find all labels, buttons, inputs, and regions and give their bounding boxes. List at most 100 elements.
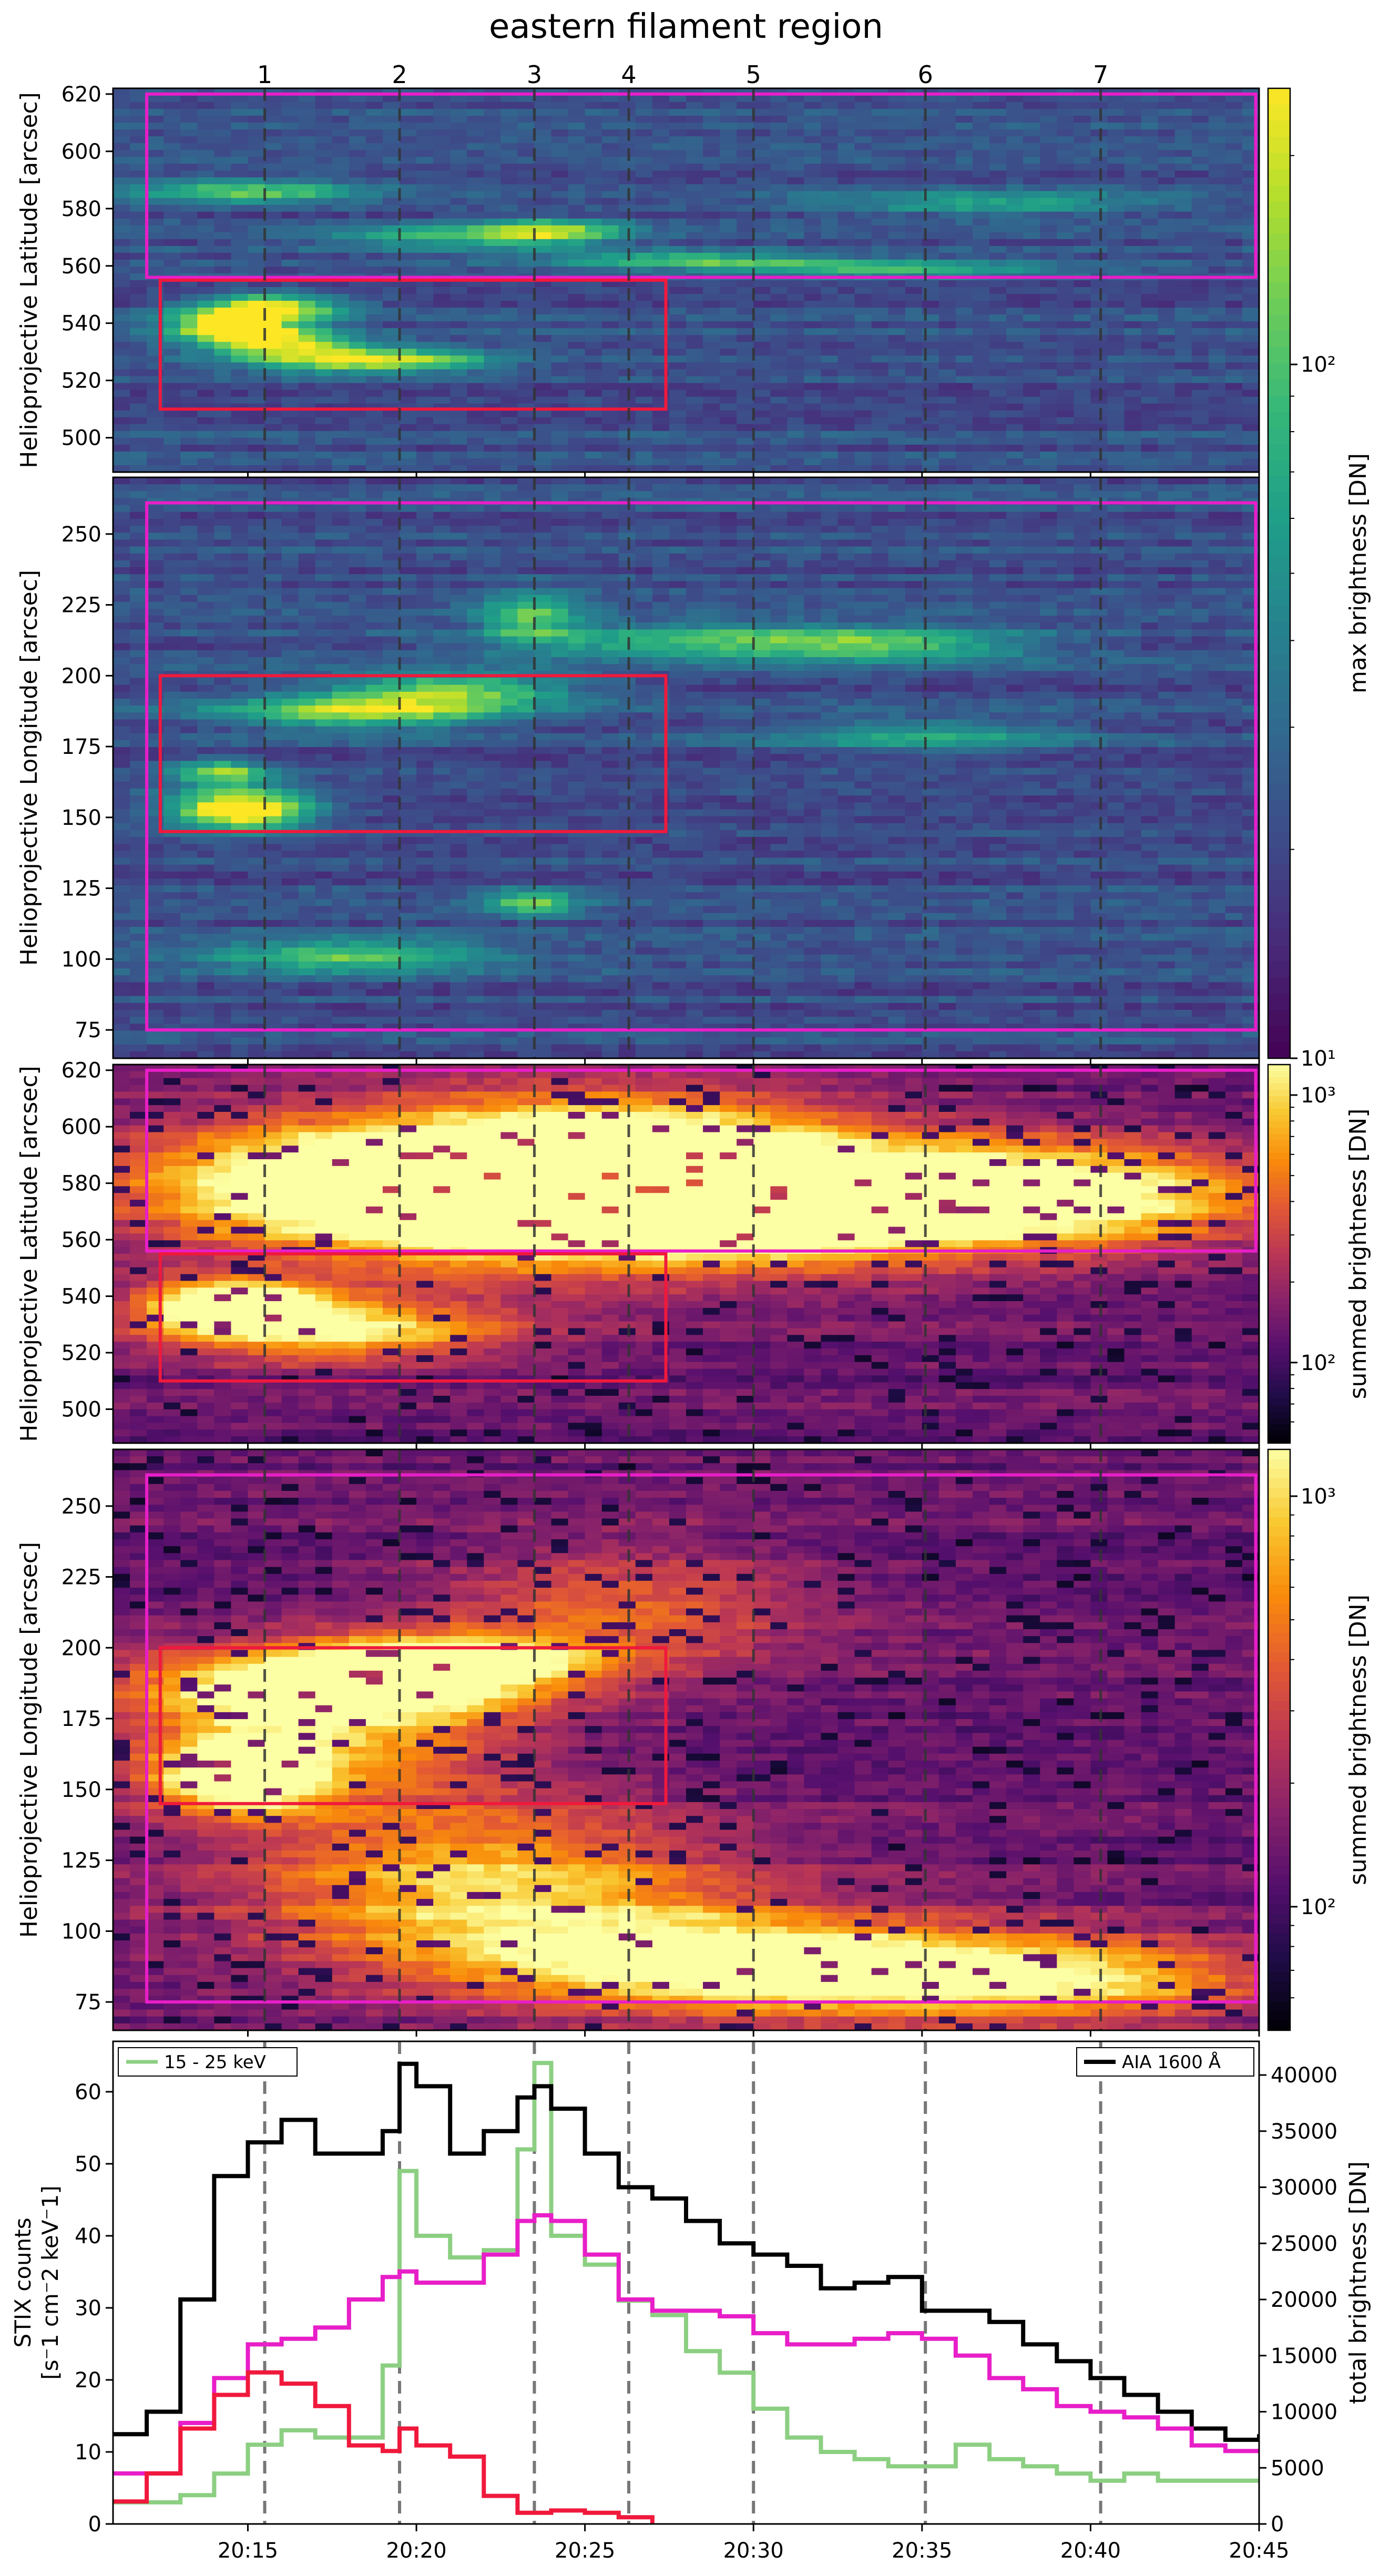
panel-frame <box>112 87 1260 473</box>
right-tick-label: 10000 <box>1271 2400 1337 2425</box>
y-tick-label: 125 <box>62 1849 101 1873</box>
legend-stix-label: 15 - 25 keV <box>164 2052 266 2073</box>
colorbar-2: 10² 10³ summed brightness [DN] <box>1267 1064 1372 1444</box>
series-line-4 <box>113 2370 655 2524</box>
y-tick-label: 500 <box>62 426 101 451</box>
region-box-red <box>158 674 668 833</box>
y-tick-label: 620 <box>62 83 101 107</box>
x-tick-label: 20:45 <box>1229 2539 1289 2563</box>
colorbar-label: max brightness [DN] <box>1345 453 1372 693</box>
y-tick-label: 175 <box>62 735 101 759</box>
marker-label-1: 1 <box>257 60 272 89</box>
right-tick-label: 0 <box>1271 2512 1284 2537</box>
y-tick-label: 100 <box>62 947 101 972</box>
left-tick-label: 50 <box>75 2152 101 2176</box>
right-tick-label: 15000 <box>1271 2344 1337 2368</box>
heatmap-cells <box>113 1449 1259 2030</box>
y-tick-label: 175 <box>62 1707 101 1731</box>
right-tick-label: 5000 <box>1271 2456 1324 2480</box>
right-tick-label: 40000 <box>1271 2063 1337 2088</box>
y-tick-label: 100 <box>62 1919 101 1944</box>
heatmap-panel-4: 75 100 125 150 175 200 225 250 Helioprojective L… <box>16 1448 1260 2037</box>
y-tick-label: 225 <box>62 1566 101 1590</box>
line-chart-plot <box>113 2041 1259 2524</box>
panel-frame <box>112 476 1260 1059</box>
heatmap-panel-1: 500 520 540 560 580 600 620 Helioprojective Lat… <box>16 83 1260 478</box>
region-box-magenta <box>145 1068 1258 1253</box>
region-box-magenta <box>145 92 1258 279</box>
region-box-red <box>158 1646 668 1805</box>
y-tick-label: 580 <box>62 1172 101 1196</box>
heatmap-panel-2: 75 100 125 150 175 200 225 250 Helioprojective L… <box>16 476 1260 1065</box>
y-tick-label: 225 <box>62 594 101 618</box>
heatmap-panel-3: 500 520 540 560 580 600 620 Helioprojective Lat… <box>16 1059 1260 1449</box>
y-axis-label: Helioprojective Latitude [arcsec] <box>16 1066 43 1442</box>
y-tick-label: 250 <box>62 1495 101 1519</box>
colorbar-1: 10¹ 10² max brightness [DN] <box>1267 87 1372 1071</box>
colorbar-label: summed brightness [DN] <box>1345 1594 1372 1885</box>
marker-label-7: 7 <box>1093 60 1108 89</box>
y-tick-label: 250 <box>62 523 101 547</box>
y-tick-label: 500 <box>62 1398 101 1422</box>
left-tick-label: 20 <box>75 2368 101 2393</box>
x-tick-label: 20:35 <box>892 2539 952 2563</box>
colorbar-tick-label: 10² <box>1301 1351 1336 1375</box>
series-line-2 <box>113 2061 1259 2442</box>
colorbar-tick-label: 10³ <box>1301 1083 1336 1108</box>
marker-label-4: 4 <box>621 60 636 89</box>
panel-frame <box>112 1064 1260 1444</box>
marker-label-2: 2 <box>392 60 407 89</box>
y-tick-label: 75 <box>75 1018 101 1042</box>
left-tick-label: 40 <box>75 2224 101 2248</box>
y-axis-label: Helioprojective Latitude [arcsec] <box>16 92 43 468</box>
y-tick-label: 200 <box>62 664 101 688</box>
series-line-1 <box>113 2061 1259 2505</box>
left-tick-label: 0 <box>88 2512 101 2537</box>
y-tick-label: 600 <box>62 140 101 164</box>
y-tick-label: 560 <box>62 254 101 279</box>
right-tick-label: 30000 <box>1271 2176 1337 2200</box>
y-tick-label: 620 <box>62 1059 101 1083</box>
figure-title: eastern filament region <box>489 7 883 46</box>
left-tick-label: 10 <box>75 2440 101 2465</box>
left-tick-label: 60 <box>75 2080 101 2104</box>
x-tick-label: 20:25 <box>555 2539 615 2563</box>
colorbar-tick-label: 10² <box>1301 353 1336 377</box>
right-tick-label: 35000 <box>1271 2120 1337 2144</box>
x-tick-label: 20:40 <box>1060 2539 1121 2563</box>
x-tick-label: 20:30 <box>723 2539 784 2563</box>
y-tick-label: 540 <box>62 312 101 336</box>
y-tick-label: 520 <box>62 1341 101 1365</box>
y-tick-label: 150 <box>62 806 101 830</box>
colorbar-label: summed brightness [DN] <box>1345 1109 1372 1399</box>
series-line-3 <box>113 2213 1259 2476</box>
colorbar-3: 10² 10³ summed brightness [DN] <box>1267 1448 1372 2031</box>
marker-label-5: 5 <box>746 60 761 89</box>
legend-stix: 15 - 25 keV <box>118 2047 298 2077</box>
y-axis-label: Helioprojective Longitude [arcsec] <box>16 570 43 966</box>
heatmap-cells <box>113 477 1259 1058</box>
heatmap-panels: 500 520 540 560 580 600 620 Helioprojective Lat… <box>16 60 1260 2037</box>
region-box-magenta <box>145 1473 1258 2004</box>
marker-label-6: 6 <box>918 60 933 89</box>
colorbars: 10¹ 10² max brightness [DN] 10² 10³ summed br… <box>1267 87 1372 2031</box>
region-box-red <box>158 1252 668 1383</box>
colorbar-tick-label: 10³ <box>1301 1485 1336 1509</box>
chart-frame <box>112 2040 1260 2525</box>
legend-aia: AIA 1600 Å <box>1076 2047 1254 2077</box>
region-box-red <box>158 279 668 411</box>
y-tick-label: 600 <box>62 1115 101 1139</box>
left-axis-label: STIX counts[s⁻1 cm⁻2 keV⁻1] <box>10 2185 63 2379</box>
y-tick-label: 200 <box>62 1636 101 1660</box>
y-tick-label: 580 <box>62 197 101 221</box>
x-tick-label: 20:20 <box>386 2539 446 2563</box>
panel-frame <box>112 1448 1260 2031</box>
line-chart-panel: 0 10 20 30 40 50 60 0 5000 10000 15000 20000 25000 30… <box>10 2040 1372 2563</box>
colorbar-tick-label: 10¹ <box>1301 1047 1336 1071</box>
y-tick-label: 125 <box>62 877 101 901</box>
left-tick-label: 30 <box>75 2296 101 2321</box>
y-tick-label: 150 <box>62 1778 101 1802</box>
y-tick-label: 520 <box>62 369 101 393</box>
right-axis-label: total brightness [DN] <box>1345 2161 1372 2404</box>
